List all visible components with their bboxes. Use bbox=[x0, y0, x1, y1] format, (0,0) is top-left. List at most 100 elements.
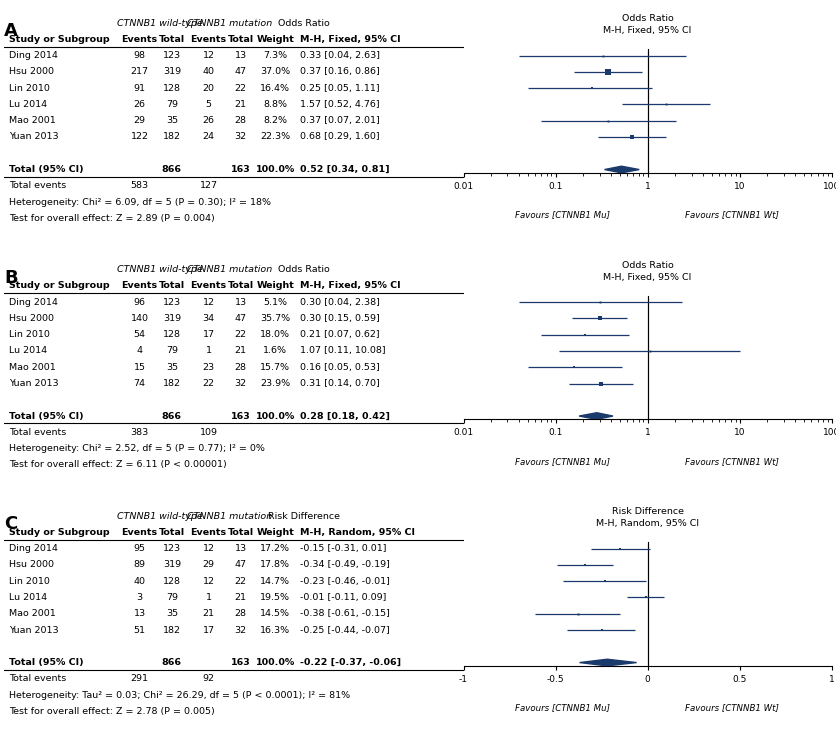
Text: Events: Events bbox=[191, 282, 227, 291]
Text: 24: 24 bbox=[202, 132, 215, 141]
Text: 0.52 [0.34, 0.81]: 0.52 [0.34, 0.81] bbox=[300, 165, 390, 174]
Text: Lin 2010: Lin 2010 bbox=[8, 84, 49, 93]
Text: 29: 29 bbox=[202, 560, 215, 569]
Text: 1: 1 bbox=[206, 347, 212, 356]
Text: 17: 17 bbox=[202, 625, 215, 634]
Text: 5: 5 bbox=[206, 100, 212, 109]
Text: 182: 182 bbox=[163, 379, 181, 388]
Text: Hsu 2000: Hsu 2000 bbox=[8, 314, 54, 323]
Text: 3: 3 bbox=[136, 593, 143, 602]
Text: 12: 12 bbox=[202, 51, 215, 60]
Text: 51: 51 bbox=[134, 625, 145, 634]
Text: 1: 1 bbox=[206, 593, 212, 602]
Text: M-H, Random, 95% CI: M-H, Random, 95% CI bbox=[596, 519, 699, 528]
Text: Yuan 2013: Yuan 2013 bbox=[8, 379, 59, 388]
Text: Study or Subgroup: Study or Subgroup bbox=[8, 282, 110, 291]
Text: 15.7%: 15.7% bbox=[260, 363, 290, 372]
Text: 127: 127 bbox=[200, 182, 217, 190]
Text: 20: 20 bbox=[202, 84, 215, 93]
Text: 8.2%: 8.2% bbox=[263, 117, 288, 125]
Text: 319: 319 bbox=[163, 314, 181, 323]
Text: 109: 109 bbox=[200, 428, 217, 437]
Text: 5.1%: 5.1% bbox=[263, 297, 288, 306]
Text: 32: 32 bbox=[235, 132, 247, 141]
Text: 866: 866 bbox=[162, 412, 182, 421]
Text: Total: Total bbox=[159, 528, 185, 537]
Text: Total (95% CI): Total (95% CI) bbox=[8, 658, 84, 667]
Text: Total: Total bbox=[159, 282, 185, 291]
Text: 23.9%: 23.9% bbox=[260, 379, 290, 388]
Text: 17.8%: 17.8% bbox=[260, 560, 290, 569]
Text: Mao 2001: Mao 2001 bbox=[8, 117, 55, 125]
Text: 32: 32 bbox=[235, 379, 247, 388]
Text: 35.7%: 35.7% bbox=[260, 314, 290, 323]
Text: Mao 2001: Mao 2001 bbox=[8, 610, 55, 619]
Text: 16.3%: 16.3% bbox=[260, 625, 290, 634]
Text: Lin 2010: Lin 2010 bbox=[8, 330, 49, 339]
Text: Weight: Weight bbox=[257, 35, 294, 44]
Text: 100.0%: 100.0% bbox=[256, 658, 295, 667]
Text: M-H, Fixed, 95% CI: M-H, Fixed, 95% CI bbox=[300, 35, 401, 44]
Text: 79: 79 bbox=[166, 593, 178, 602]
Text: 0.68 [0.29, 1.60]: 0.68 [0.29, 1.60] bbox=[300, 132, 380, 141]
Text: Events: Events bbox=[191, 35, 227, 44]
Text: 217: 217 bbox=[130, 67, 149, 76]
Text: 583: 583 bbox=[130, 182, 149, 190]
Text: Lin 2010: Lin 2010 bbox=[8, 577, 49, 586]
Text: 1.6%: 1.6% bbox=[263, 347, 288, 356]
Text: 35: 35 bbox=[166, 117, 178, 125]
Text: 0.37 [0.16, 0.86]: 0.37 [0.16, 0.86] bbox=[300, 67, 380, 76]
Text: 16.4%: 16.4% bbox=[260, 84, 290, 93]
Text: Lu 2014: Lu 2014 bbox=[8, 593, 47, 602]
Text: 22: 22 bbox=[235, 330, 247, 339]
Text: 128: 128 bbox=[163, 84, 181, 93]
Text: M-H, Random, 95% CI: M-H, Random, 95% CI bbox=[300, 528, 415, 537]
Text: 95: 95 bbox=[134, 544, 145, 553]
Text: 0.31 [0.14, 0.70]: 0.31 [0.14, 0.70] bbox=[300, 379, 380, 388]
Text: Odds Ratio: Odds Ratio bbox=[622, 261, 674, 270]
Text: 79: 79 bbox=[166, 100, 178, 109]
Text: Ding 2014: Ding 2014 bbox=[8, 51, 58, 60]
Text: M-H, Fixed, 95% CI: M-H, Fixed, 95% CI bbox=[604, 26, 692, 35]
Text: 21: 21 bbox=[202, 610, 215, 619]
Text: Mao 2001: Mao 2001 bbox=[8, 363, 55, 372]
Text: 28: 28 bbox=[235, 610, 247, 619]
Text: A: A bbox=[4, 22, 18, 40]
Text: 163: 163 bbox=[231, 658, 251, 667]
Text: Test for overall effect: Z = 2.89 (P = 0.004): Test for overall effect: Z = 2.89 (P = 0… bbox=[8, 214, 215, 223]
Text: Weight: Weight bbox=[257, 528, 294, 537]
Text: B: B bbox=[4, 269, 18, 287]
Text: 15: 15 bbox=[134, 363, 145, 372]
Text: 34: 34 bbox=[202, 314, 215, 323]
Text: Lu 2014: Lu 2014 bbox=[8, 347, 47, 356]
Text: 12: 12 bbox=[202, 544, 215, 553]
Text: 35: 35 bbox=[166, 610, 178, 619]
Text: Test for overall effect: Z = 2.78 (P = 0.005): Test for overall effect: Z = 2.78 (P = 0… bbox=[8, 707, 215, 716]
Text: 98: 98 bbox=[134, 51, 145, 60]
Text: 123: 123 bbox=[163, 297, 181, 306]
Text: Total: Total bbox=[159, 35, 185, 44]
Text: 21: 21 bbox=[235, 100, 247, 109]
Text: Risk Difference: Risk Difference bbox=[612, 507, 684, 516]
Text: 0.33 [0.04, 2.63]: 0.33 [0.04, 2.63] bbox=[300, 51, 380, 60]
Text: Total (95% CI): Total (95% CI) bbox=[8, 412, 84, 421]
Text: Events: Events bbox=[121, 282, 158, 291]
Text: 19.5%: 19.5% bbox=[260, 593, 290, 602]
Text: M-H, Fixed, 95% CI: M-H, Fixed, 95% CI bbox=[604, 273, 692, 282]
Text: Heterogeneity: Chi² = 6.09, df = 5 (P = 0.30); I² = 18%: Heterogeneity: Chi² = 6.09, df = 5 (P = … bbox=[8, 198, 271, 207]
Text: Test for overall effect: Z = 6.11 (P < 0.00001): Test for overall effect: Z = 6.11 (P < 0… bbox=[8, 460, 227, 469]
Text: 1.57 [0.52, 4.76]: 1.57 [0.52, 4.76] bbox=[300, 100, 380, 109]
Text: Events: Events bbox=[121, 35, 158, 44]
Text: Odds Ratio: Odds Ratio bbox=[278, 19, 329, 28]
Text: Risk Difference: Risk Difference bbox=[268, 512, 340, 521]
Text: Total: Total bbox=[227, 528, 254, 537]
Text: Favours [CTNNB1 Wt]: Favours [CTNNB1 Wt] bbox=[686, 456, 779, 465]
Text: 123: 123 bbox=[163, 51, 181, 60]
Text: CTNNB1 wild-type: CTNNB1 wild-type bbox=[118, 512, 203, 521]
Text: 92: 92 bbox=[202, 675, 215, 684]
Text: 22: 22 bbox=[202, 379, 215, 388]
Text: Hsu 2000: Hsu 2000 bbox=[8, 560, 54, 569]
Text: -0.22 [-0.37, -0.06]: -0.22 [-0.37, -0.06] bbox=[300, 658, 401, 667]
Text: 47: 47 bbox=[235, 67, 247, 76]
Text: 100.0%: 100.0% bbox=[256, 412, 295, 421]
